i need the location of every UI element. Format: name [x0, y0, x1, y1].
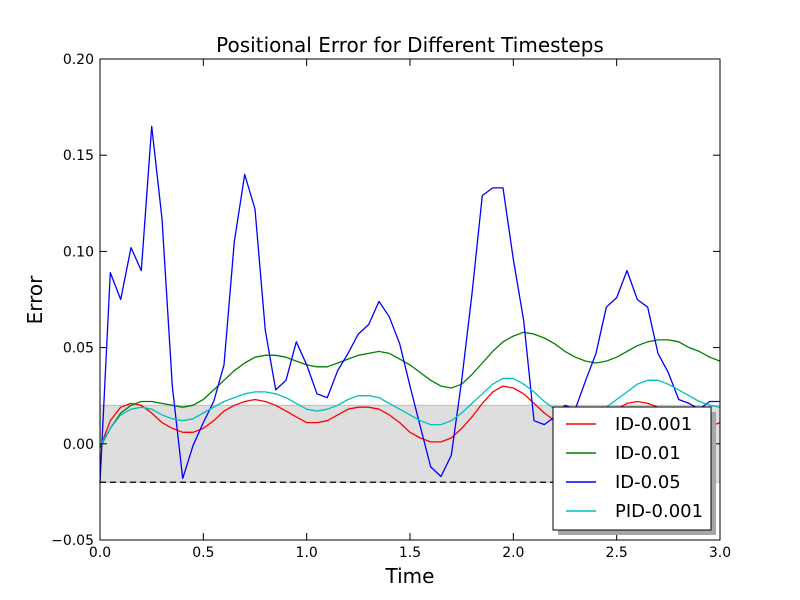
- legend-box: [552, 406, 712, 531]
- x-tick-label: 0.5: [192, 545, 214, 561]
- x-tick-label: 2.0: [502, 545, 524, 561]
- series-line-pid-0-001: [99, 377, 721, 447]
- x-tick-label: 0.0: [89, 545, 111, 561]
- series-line-id-0-05: [99, 125, 720, 483]
- legend-label: ID-0.01: [615, 443, 681, 464]
- y-axis-title: Error: [23, 275, 47, 325]
- x-tick-label: 1.0: [296, 545, 318, 561]
- x-tick-label: 2.5: [606, 545, 628, 561]
- y-tick-label: 0.15: [63, 148, 94, 164]
- chart-title: Positional Error for Different Timesteps: [216, 33, 604, 57]
- y-axis: −0.05 0.00 0.05 0.10 0.15 0.20: [51, 52, 720, 549]
- y-tick-label: 0.20: [63, 52, 94, 68]
- y-tick-label: 0.05: [63, 341, 94, 357]
- x-tick-label: 1.5: [399, 545, 421, 561]
- series-line-id-0-01: [99, 331, 721, 448]
- legend: ID-0.001 ID-0.01 ID-0.05 PID-0.001: [552, 406, 716, 535]
- y-tick-label: 0.00: [63, 437, 94, 453]
- x-axis: 0.0 0.5 1.0 1.5 2.0 2.5 3.0: [89, 59, 731, 561]
- y-tick-label: −0.05: [51, 533, 94, 549]
- legend-label: PID-0.001: [615, 501, 703, 522]
- legend-label: ID-0.05: [615, 472, 681, 493]
- x-tick-label: 3.0: [709, 545, 731, 561]
- legend-items: ID-0.001 ID-0.01 ID-0.05 PID-0.001: [566, 414, 703, 522]
- x-axis-title: Time: [385, 564, 435, 588]
- legend-label: ID-0.001: [615, 414, 692, 435]
- y-tick-label: 0.10: [63, 244, 94, 260]
